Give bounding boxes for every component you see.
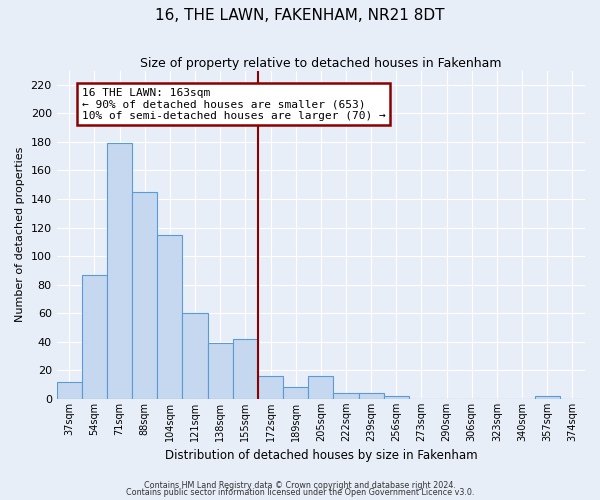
Bar (56, 382, 82, 399)
X-axis label: Distribution of detached houses by size in Fakenham: Distribution of detached houses by size … (164, 450, 477, 462)
Bar (208, 343, 233, 399)
Bar (283, 388, 308, 399)
Bar (258, 376, 283, 399)
Text: Contains public sector information licensed under the Open Government Licence v3: Contains public sector information licen… (126, 488, 474, 497)
Bar (107, 144, 132, 399)
Text: 16 THE LAWN: 163sqm
← 90% of detached houses are smaller (653)
10% of semi-detac: 16 THE LAWN: 163sqm ← 90% of detached ho… (82, 88, 386, 121)
Bar (334, 393, 359, 399)
Bar (82, 274, 107, 399)
Bar (535, 396, 560, 399)
Y-axis label: Number of detached properties: Number of detached properties (15, 147, 25, 322)
Text: Contains HM Land Registry data © Crown copyright and database right 2024.: Contains HM Land Registry data © Crown c… (144, 480, 456, 490)
Title: Size of property relative to detached houses in Fakenham: Size of property relative to detached ho… (140, 58, 502, 70)
Bar (132, 192, 157, 399)
Bar (359, 393, 384, 399)
Bar (308, 376, 334, 399)
Text: 16, THE LAWN, FAKENHAM, NR21 8DT: 16, THE LAWN, FAKENHAM, NR21 8DT (155, 8, 445, 22)
Bar (384, 396, 409, 399)
Bar (233, 339, 258, 399)
Bar (157, 234, 182, 399)
Bar (182, 313, 208, 399)
